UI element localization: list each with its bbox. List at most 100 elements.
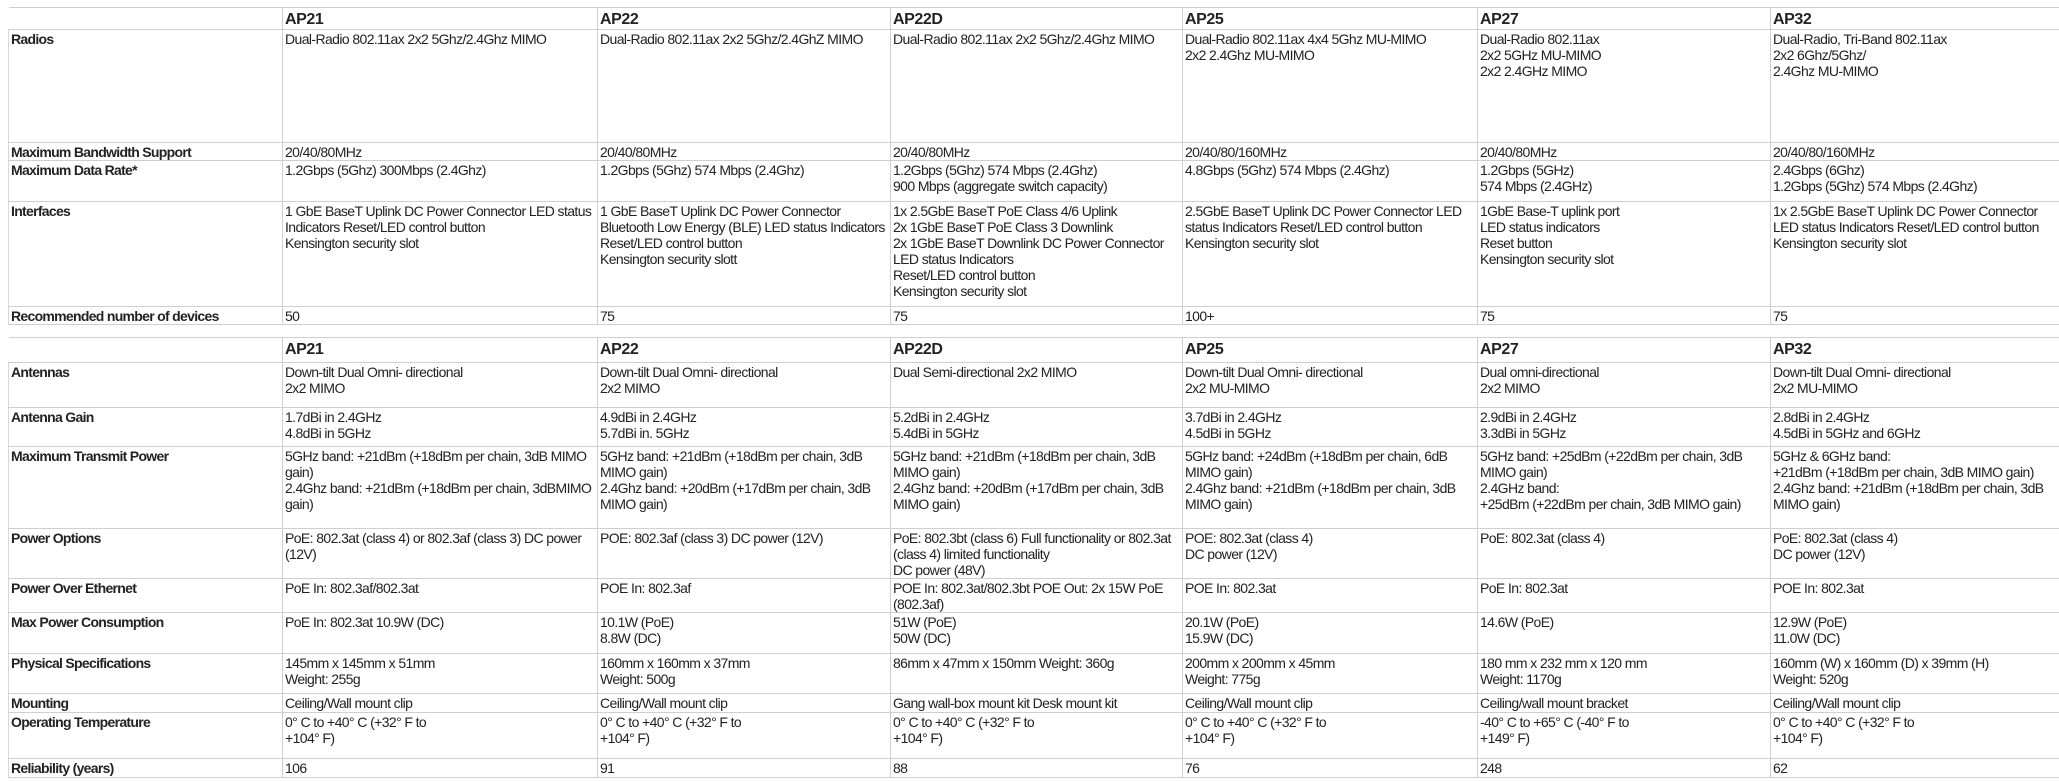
spec-cell: PoE: 802.3at (class 4) DC power (12V) bbox=[1770, 528, 2059, 579]
spec-cell: Ceiling/Wall mount clip bbox=[1770, 693, 2059, 713]
spec-cell: PoE In: 802.3af/802.3at bbox=[282, 578, 598, 613]
row-label: Interfaces bbox=[8, 201, 283, 307]
table-row: Maximum Bandwidth Support 20/40/80MHz 20/4… bbox=[8, 142, 2059, 161]
spec-cell: 0° C to +40° C (+32° F to +104° F) bbox=[282, 712, 598, 759]
spec-cell: 76 bbox=[1182, 758, 1478, 778]
spec-cell: 5GHz band: +24dBm (+18dBm per chain, 6dB… bbox=[1182, 446, 1478, 529]
spec-cell: 51W (PoE) 50W (DC) bbox=[890, 612, 1183, 654]
spec-cell: 200mm x 200mm x 45mm Weight: 775g bbox=[1182, 653, 1478, 694]
table-row: Mounting Ceiling/Wall mount clip Ceiling/W… bbox=[8, 693, 2059, 713]
row-label: Radios bbox=[8, 29, 283, 143]
spec-cell: POE: 802.3af (class 3) DC power (12V) bbox=[597, 528, 891, 579]
spec-cell: 5GHz band: +21dBm (+18dBm per chain, 3dB… bbox=[597, 446, 891, 529]
spec-cell: POE In: 802.3at/802.3bt POE Out: 2x 15W … bbox=[890, 578, 1183, 613]
spec-cell: PoE: 802.3at (class 4) bbox=[1477, 528, 1771, 579]
column-header: AP21 bbox=[282, 7, 598, 30]
spec-cell: 1.2Gbps (5GHz) 574 Mbps (2.4GHz) bbox=[1477, 160, 1771, 202]
spec-cell: 145mm x 145mm x 51mm Weight: 255g bbox=[282, 653, 598, 694]
spec-cell: Ceiling/Wall mount clip bbox=[282, 693, 598, 713]
spec-cell: PoE In: 802.3at bbox=[1477, 578, 1771, 613]
spec-cell: 20/40/80MHz bbox=[890, 142, 1183, 161]
spec-cell: Ceiling/wall mount bracket bbox=[1477, 693, 1771, 713]
spec-cell: 5GHz band: +25dBm (+22dBm per chain, 3dB… bbox=[1477, 446, 1771, 529]
row-label: Maximum Data Rate* bbox=[8, 160, 283, 202]
column-header: AP27 bbox=[1477, 337, 1771, 363]
spec-cell: Gang wall-box mount kit Desk mount kit bbox=[890, 693, 1183, 713]
spec-cell: 0° C to +40° C (+32° F to +104° F) bbox=[1770, 712, 2059, 759]
spec-cell: 0° C to +40° C (+32° F to +104° F) bbox=[1182, 712, 1478, 759]
column-header: AP32 bbox=[1770, 337, 2059, 363]
spec-cell: Dual-Radio 802.11ax 4x4 5Ghz MU-MIMO 2x2… bbox=[1182, 29, 1478, 143]
spec-cell: 1.7dBi in 2.4GHz 4.8dBi in 5GHz bbox=[282, 407, 598, 447]
row-label: Max Power Consumption bbox=[8, 612, 283, 654]
spec-cell: 5.2dBi in 2.4GHz 5.4dBi in 5GHz bbox=[890, 407, 1183, 447]
spec-cell: Dual-Radio 802.11ax 2x2 5GHz MU-MIMO 2x2… bbox=[1477, 29, 1771, 143]
spec-cell: Dual-Radio 802.11ax 2x2 5Ghz/2.4Ghz MIMO bbox=[282, 29, 598, 143]
row-label: Physical Specifications bbox=[8, 653, 283, 694]
table-row: Antennas Down-tilt Dual Omni- directional… bbox=[8, 362, 2059, 408]
spec-cell: 2.9dBi in 2.4GHz 3.3dBi in 5GHz bbox=[1477, 407, 1771, 447]
row-label: Maximum Bandwidth Support bbox=[8, 142, 283, 161]
column-header: AP22D bbox=[890, 337, 1183, 363]
table-row: Radios Dual-Radio 802.11ax 2x2 5Ghz/2.4Gh… bbox=[8, 29, 2059, 143]
spec-cell: 1GbE Base-T uplink port LED status indic… bbox=[1477, 201, 1771, 307]
column-header: AP32 bbox=[1770, 7, 2059, 30]
spec-cell: 75 bbox=[890, 306, 1183, 325]
table-row: Power Over Ethernet PoE In: 802.3af/802.3… bbox=[8, 578, 2059, 613]
table-row: Operating Temperature 0° C to +40° C (+32… bbox=[8, 712, 2059, 759]
table-row: Interfaces 1 GbE BaseT Uplink DC Power Co… bbox=[8, 201, 2059, 307]
spec-cell: Dual Semi-directional 2x2 MIMO bbox=[890, 362, 1183, 408]
row-label: Maximum Transmit Power bbox=[8, 446, 283, 529]
spec-cell: 0° C to +40° C (+32° F to +104° F) bbox=[597, 712, 891, 759]
spec-cell: 91 bbox=[597, 758, 891, 778]
spec-cell: 88 bbox=[890, 758, 1183, 778]
spec-cell: 5GHz band: +21dBm (+18dBm per chain, 3dB… bbox=[890, 446, 1183, 529]
spec-cell: 106 bbox=[282, 758, 598, 778]
spec-cell: 100+ bbox=[1182, 306, 1478, 325]
spec-cell: 12.9W (PoE) 11.0W (DC) bbox=[1770, 612, 2059, 654]
spec-cell: 5GHz band: +21dBm (+18dBm per chain, 3dB… bbox=[282, 446, 598, 529]
spec-cell: 4.9dBi in 2.4GHz 5.7dBi in. 5GHz bbox=[597, 407, 891, 447]
row-label: Recommended number of devices bbox=[8, 306, 283, 325]
spec-cell: 3.7dBi in 2.4GHz 4.5dBi in 5GHz bbox=[1182, 407, 1478, 447]
spec-cell: 20/40/80/160MHz bbox=[1182, 142, 1478, 161]
spec-cell: PoE: 802.3at (class 4) or 802.3af (class… bbox=[282, 528, 598, 579]
spec-cell: 5GHz & 6GHz band: +21dBm (+18dBm per cha… bbox=[1770, 446, 2059, 529]
spec-cell: Ceiling/Wall mount clip bbox=[597, 693, 891, 713]
spec-cell: POE In: 802.3at bbox=[1182, 578, 1478, 613]
spec-cell: 1x 2.5GbE BaseT PoE Class 4/6 Uplink 2x … bbox=[890, 201, 1183, 307]
corner-header bbox=[8, 7, 283, 30]
spec-cell: POE In: 802.3at bbox=[1770, 578, 2059, 613]
row-label: Antennas bbox=[8, 362, 283, 408]
table-row: Power Options PoE: 802.3at (class 4) or 8… bbox=[8, 528, 2059, 579]
spec-cell: PoE: 802.3bt (class 6) Full functionalit… bbox=[890, 528, 1183, 579]
table-row: Reliability (years) 106 91 88 76 248 62 bbox=[8, 758, 2059, 778]
spec-cell: 75 bbox=[1770, 306, 2059, 325]
spec-cell: POE: 802.3at (class 4) DC power (12V) bbox=[1182, 528, 1478, 579]
spec-cell: 1.2Gbps (5Ghz) 574 Mbps (2.4Ghz) 900 Mbp… bbox=[890, 160, 1183, 202]
spec-cell: 75 bbox=[597, 306, 891, 325]
spec-cell: Dual-Radio 802.11ax 2x2 5Ghz/2.4GhZ MIMO bbox=[597, 29, 891, 143]
spec-cell: 160mm x 160mm x 37mm Weight: 500g bbox=[597, 653, 891, 694]
spec-cell: 10.1W (PoE) 8.8W (DC) bbox=[597, 612, 891, 654]
spec-cell: Down-tilt Dual Omni- directional 2x2 MU-… bbox=[1770, 362, 2059, 408]
spec-cell: 180 mm x 232 mm x 120 mm Weight: 1170g bbox=[1477, 653, 1771, 694]
spec-cell: Ceiling/Wall mount clip bbox=[1182, 693, 1478, 713]
row-label: Power Options bbox=[8, 528, 283, 579]
spec-cell: 1x 2.5GbE BaseT Uplink DC Power Connecto… bbox=[1770, 201, 2059, 307]
spec-cell: 0° C to +40° C (+32° F to +104° F) bbox=[890, 712, 1183, 759]
table-row: Recommended number of devices 50 75 75 100+ 7… bbox=[8, 306, 2059, 325]
spec-cell: 62 bbox=[1770, 758, 2059, 778]
spec-cell: 20/40/80MHz bbox=[282, 142, 598, 161]
spec-cell: 160mm (W) x 160mm (D) x 39mm (H) Weight:… bbox=[1770, 653, 2059, 694]
spec-cell: 86mm x 47mm x 150mm Weight: 360g bbox=[890, 653, 1183, 694]
spec-cell: 14.6W (PoE) bbox=[1477, 612, 1771, 654]
row-label: Mounting bbox=[8, 693, 283, 713]
spec-cell: Down-tilt Dual Omni- directional 2x2 MIM… bbox=[282, 362, 598, 408]
table-row: Maximum Transmit Power 5GHz band: +21dBm … bbox=[8, 446, 2059, 529]
spec-cell: 1 GbE BaseT Uplink DC Power Connector LE… bbox=[282, 201, 598, 307]
spec-cell: 4.8Gbps (5Ghz) 574 Mbps (2.4Ghz) bbox=[1182, 160, 1478, 202]
row-label: Power Over Ethernet bbox=[8, 578, 283, 613]
spec-cell: 1.2Gbps (5Ghz) 300Mbps (2.4Ghz) bbox=[282, 160, 598, 202]
header-row: AP21 AP22 AP22D AP25 AP27 AP32 bbox=[8, 7, 2059, 30]
